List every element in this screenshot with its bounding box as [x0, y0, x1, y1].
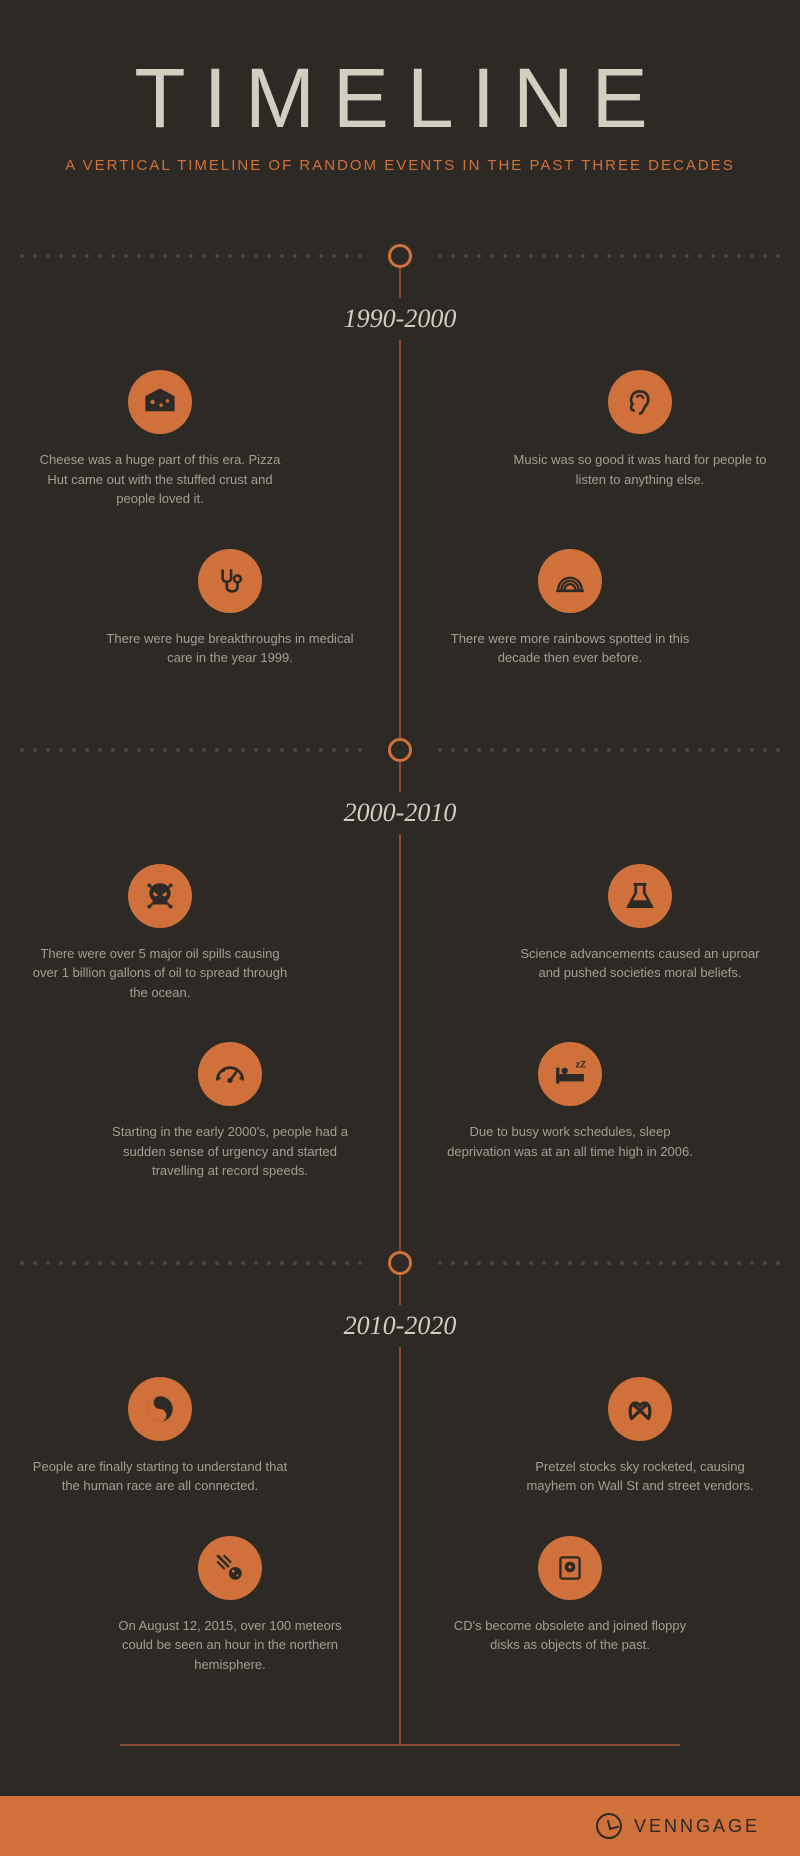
- ring-marker: [388, 1251, 412, 1275]
- event-text: Cheese was a huge part of this era. Pizz…: [30, 450, 290, 509]
- event-text: Starting in the early 2000's, people had…: [105, 1122, 355, 1181]
- end-bar: [120, 1744, 680, 1746]
- event-item: Science advancements caused an uproar an…: [510, 864, 770, 1003]
- event-item: There were more rainbows spotted in this…: [445, 549, 695, 668]
- ring-marker: [388, 738, 412, 762]
- decade-label: 2000-2010: [300, 792, 500, 834]
- event-text: There were over 5 major oil spills causi…: [30, 944, 290, 1003]
- decade-label: 1990-2000: [300, 298, 500, 340]
- event-item: People are finally starting to understan…: [30, 1377, 290, 1496]
- gauge-icon: [198, 1042, 262, 1106]
- event-text: There were more rainbows spotted in this…: [445, 629, 695, 668]
- bed-icon: [538, 1042, 602, 1106]
- timeline: 1990-2000 Cheese was a huge part of this…: [0, 204, 800, 1746]
- event-text: People are finally starting to understan…: [30, 1457, 290, 1496]
- decade-block: 2010-2020 People are finally starting to…: [0, 1275, 800, 1745]
- dots-right: [438, 1261, 780, 1265]
- decade-label: 2010-2020: [300, 1305, 500, 1347]
- flask-icon: [608, 864, 672, 928]
- header: TIMELINE A VERTICAL TIMELINE OF RANDOM E…: [0, 0, 800, 204]
- event-text: CD's become obsolete and joined floppy d…: [445, 1616, 695, 1655]
- page-subtitle: A VERTICAL TIMELINE OF RANDOM EVENTS IN …: [20, 157, 780, 174]
- event-item: CD's become obsolete and joined floppy d…: [445, 1536, 695, 1675]
- event-text: There were huge breakthroughs in medical…: [105, 629, 355, 668]
- cheese-icon: [128, 370, 192, 434]
- decade-block: 1990-2000 Cheese was a huge part of this…: [0, 268, 800, 738]
- dots-left: [20, 254, 362, 258]
- event-item: There were over 5 major oil spills causi…: [30, 864, 290, 1003]
- event-text: Science advancements caused an uproar an…: [510, 944, 770, 983]
- dots-right: [438, 748, 780, 752]
- event-text: Music was so good it was hard for people…: [510, 450, 770, 489]
- event-item: Pretzel stocks sky rocketed, causing may…: [510, 1377, 770, 1496]
- page-title: TIMELINE: [20, 50, 780, 147]
- pretzel-icon: [608, 1377, 672, 1441]
- meteor-icon: [198, 1536, 262, 1600]
- dots-left: [20, 748, 362, 752]
- ring-marker: [388, 244, 412, 268]
- dots-left: [20, 1261, 362, 1265]
- venngage-logo-icon: [596, 1813, 622, 1839]
- dots-right: [438, 254, 780, 258]
- event-item: Cheese was a huge part of this era. Pizz…: [30, 370, 290, 509]
- event-text: Pretzel stocks sky rocketed, causing may…: [510, 1457, 770, 1496]
- divider-row: [0, 244, 800, 268]
- event-text: On August 12, 2015, over 100 meteors cou…: [105, 1616, 355, 1675]
- divider-row: [0, 738, 800, 762]
- event-item: On August 12, 2015, over 100 meteors cou…: [105, 1536, 355, 1675]
- ear-icon: [608, 370, 672, 434]
- event-item: There were huge breakthroughs in medical…: [105, 549, 355, 668]
- cd-icon: [538, 1536, 602, 1600]
- footer-brand: VENNGAGE: [634, 1816, 760, 1837]
- skull-icon: [128, 864, 192, 928]
- decade-block: 2000-2010 There were over 5 major oil sp…: [0, 762, 800, 1251]
- footer: VENNGAGE: [0, 1796, 800, 1856]
- rainbow-icon: [538, 549, 602, 613]
- event-item: Due to busy work schedules, sleep depriv…: [445, 1042, 695, 1181]
- event-text: Due to busy work schedules, sleep depriv…: [445, 1122, 695, 1161]
- event-item: Music was so good it was hard for people…: [510, 370, 770, 509]
- divider-row: [0, 1251, 800, 1275]
- stethoscope-icon: [198, 549, 262, 613]
- yinyang-icon: [128, 1377, 192, 1441]
- event-item: Starting in the early 2000's, people had…: [105, 1042, 355, 1181]
